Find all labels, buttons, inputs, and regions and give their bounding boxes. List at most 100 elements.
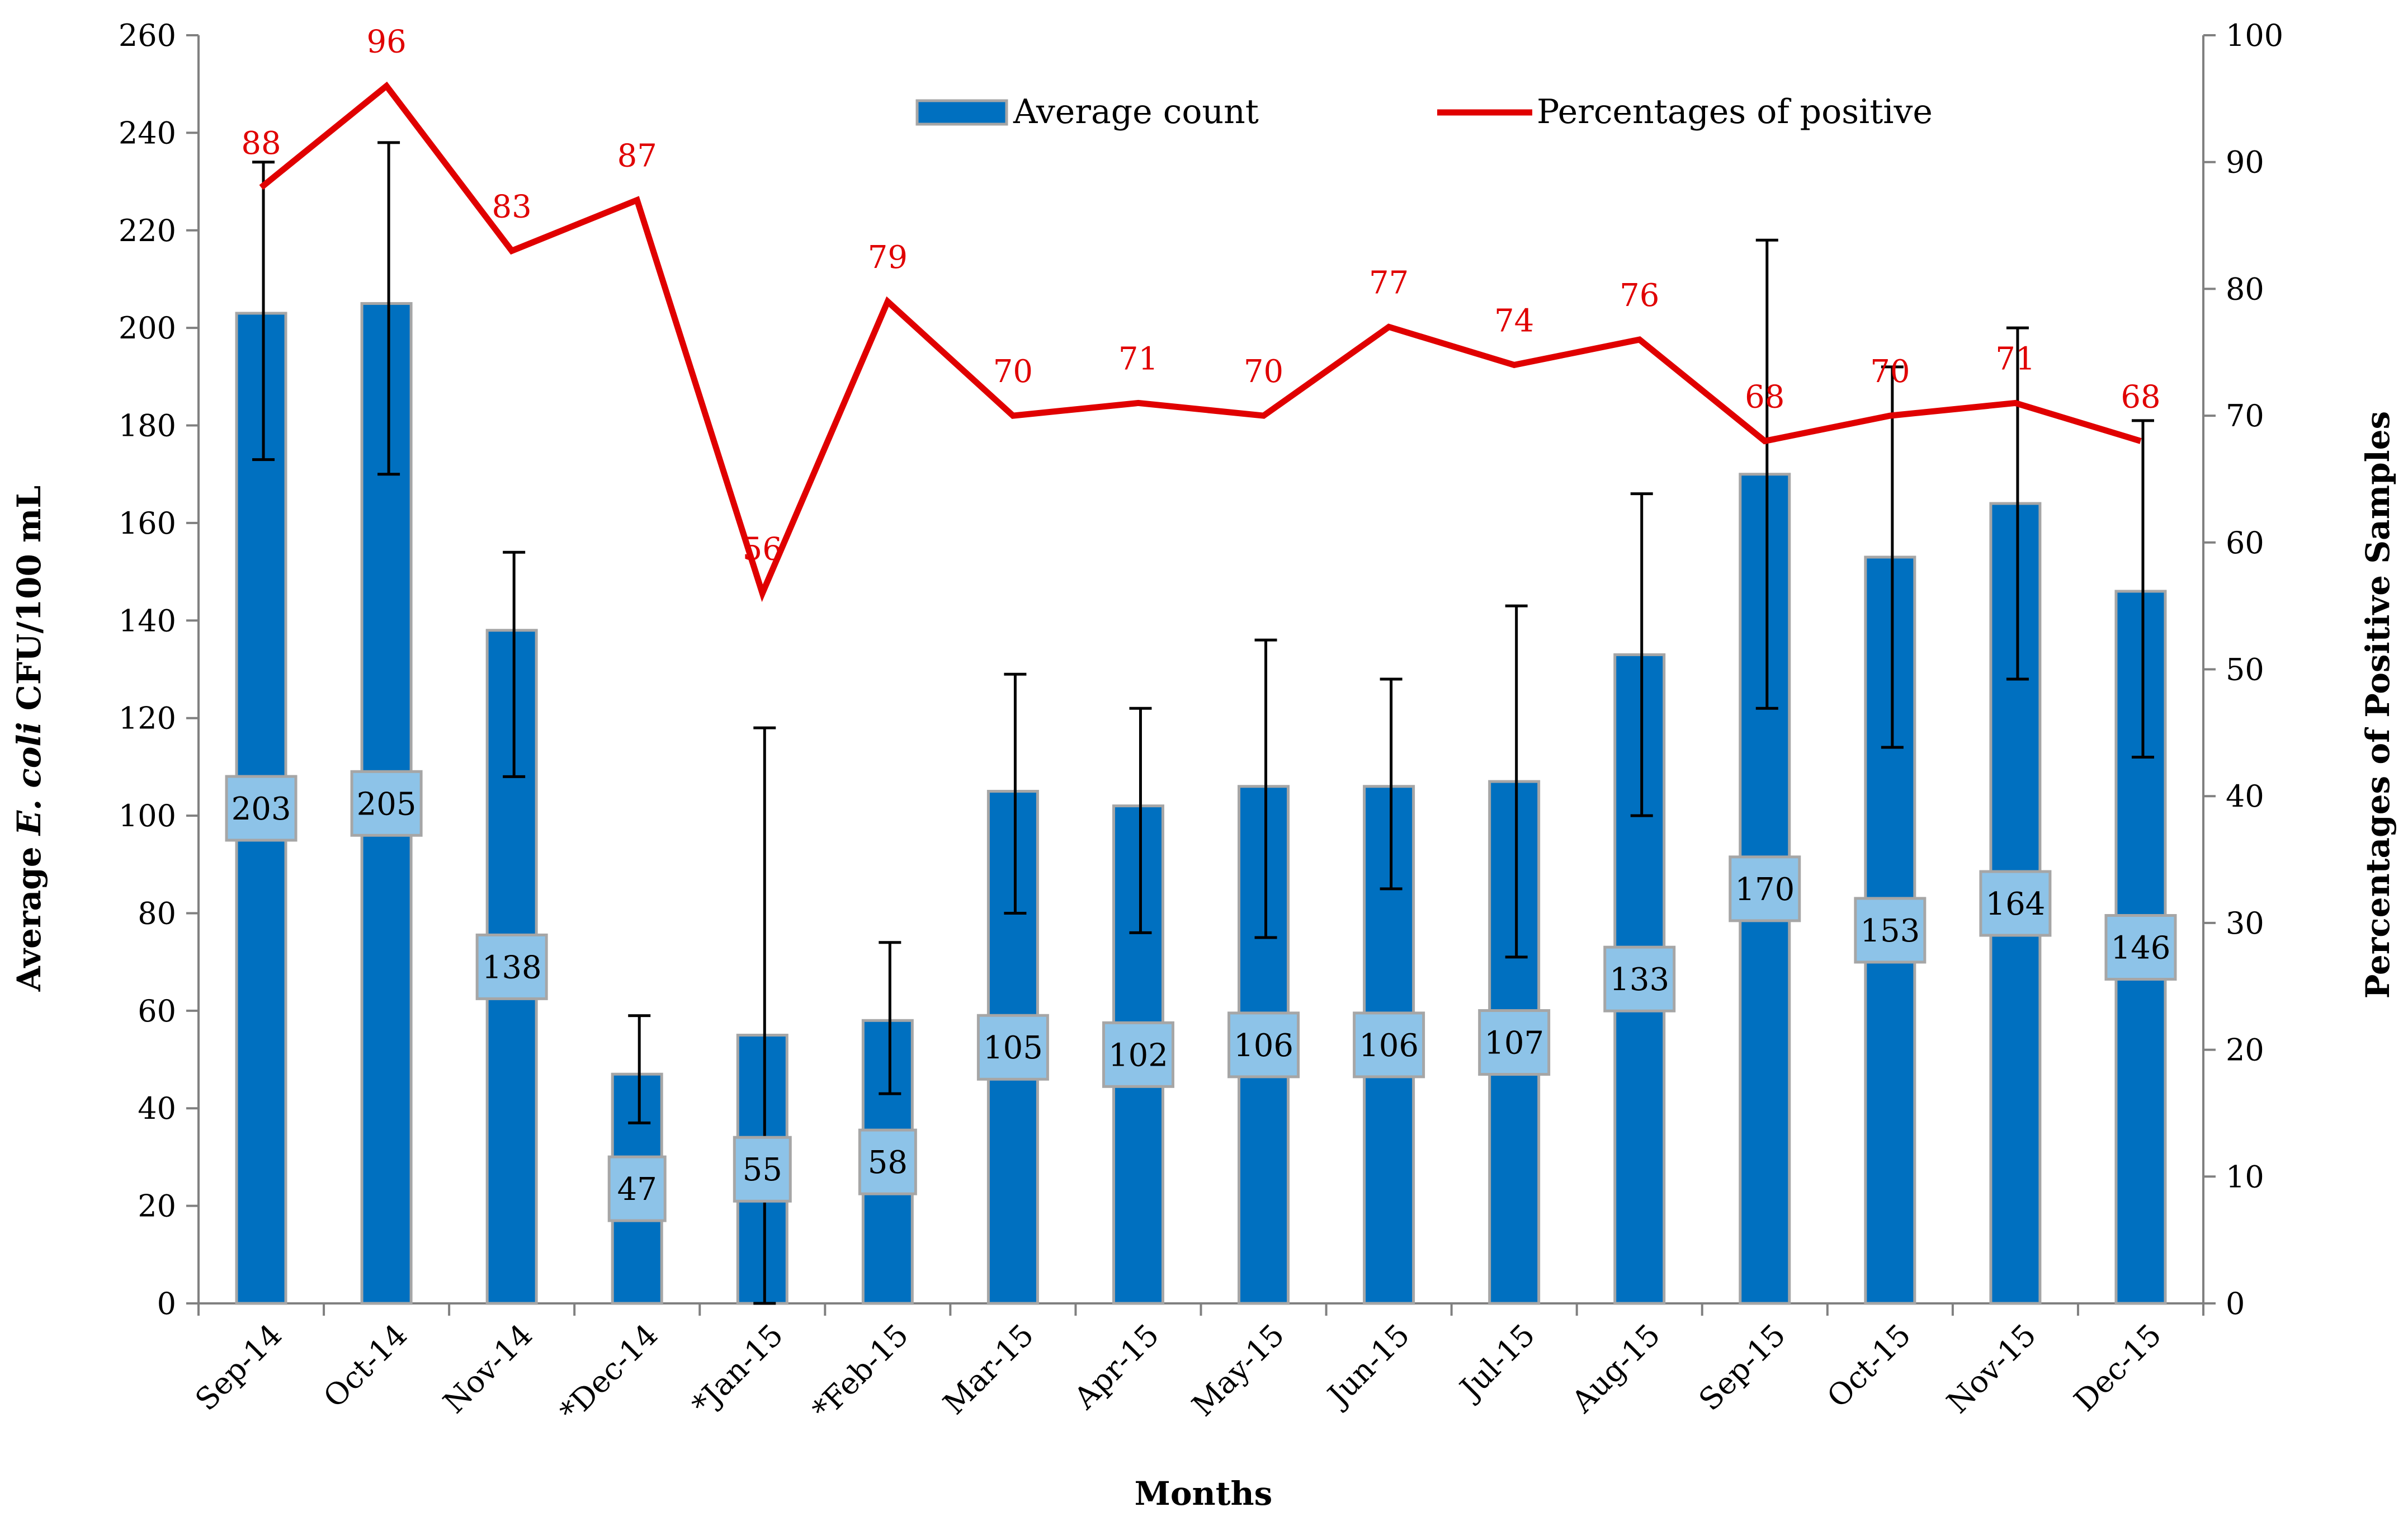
- error-bars: [252, 141, 2154, 1305]
- x-tick-label: Jun-15: [1319, 1317, 1417, 1415]
- line-series: [259, 81, 2142, 602]
- percentage-data-label: 87: [617, 138, 657, 175]
- bar-data-label: 55: [743, 1152, 782, 1188]
- y-left-tick-label: 100: [119, 798, 176, 834]
- y-axis-left-title-prefix: Average: [10, 835, 48, 992]
- bar-data-label: 153: [1860, 913, 1920, 949]
- percentage-data-label: 71: [1118, 341, 1158, 377]
- x-tick-label: Sep-14: [188, 1317, 289, 1418]
- y-right-tick-label: 10: [2226, 1159, 2264, 1194]
- y-left-tick-label: 60: [138, 993, 176, 1029]
- percentage-data-label: 70: [993, 354, 1033, 390]
- bar-data-label-box: [1729, 855, 1801, 922]
- bar-data-label-box: [858, 1128, 917, 1195]
- x-tick-label: *Jan-15: [685, 1317, 790, 1423]
- percentage-data-label: 76: [1620, 277, 1659, 314]
- legend-swatch-average-count: [915, 99, 1008, 126]
- axes: 0204060801001201401601802002202402600102…: [119, 18, 2283, 1429]
- bar-data-label-box: [733, 1136, 792, 1203]
- y-right-tick-label: 70: [2226, 398, 2264, 434]
- y-left-tick-label: 240: [119, 115, 176, 150]
- x-tick-label: Aug-15: [1565, 1317, 1667, 1420]
- y-left-tick-label: 180: [119, 408, 176, 444]
- x-tick-label: Sep-15: [1692, 1317, 1792, 1418]
- bar-data-label: 138: [482, 949, 542, 986]
- bar-data-label-box: [1227, 1011, 1300, 1079]
- y-right-tick-label: 50: [2226, 652, 2264, 687]
- x-tick-label: May-15: [1185, 1317, 1291, 1423]
- bar-data-label: 205: [357, 786, 417, 822]
- percentage-data-label: 77: [1369, 265, 1409, 301]
- percentage-data-label: 68: [1745, 379, 1784, 415]
- y-left-tick-label: 140: [119, 603, 176, 638]
- y-axis-right-title: Percentages of Positive Samples: [2359, 411, 2397, 999]
- bar-data-label: 107: [1484, 1025, 1544, 1062]
- bar-data-label-box: [350, 770, 423, 837]
- percentage-data-label: 70: [1244, 354, 1283, 390]
- bar-data-label-box: [1102, 1021, 1174, 1088]
- x-tick-label: *Dec-14: [553, 1317, 665, 1429]
- bar-data-label-box: [1478, 1009, 1551, 1076]
- bar-data-label: 203: [232, 791, 291, 827]
- y-left-tick-label: 160: [119, 506, 176, 541]
- y-right-tick-label: 30: [2226, 906, 2264, 941]
- bar-data-label: 133: [1609, 962, 1669, 998]
- percentage-data-label: 83: [492, 189, 532, 225]
- percentage-data-label: 56: [743, 531, 782, 567]
- y-left-tick-label: 120: [119, 701, 176, 736]
- bar-data-label-box: [1603, 945, 1676, 1013]
- y-left-tick-label: 40: [138, 1091, 176, 1126]
- bar-data-label: 170: [1735, 872, 1795, 908]
- x-tick-label: Nov-15: [1940, 1317, 2043, 1420]
- bar-data-label: 106: [1234, 1028, 1293, 1064]
- bar-data-label-box: [976, 1014, 1049, 1081]
- x-tick-label: Oct-15: [1820, 1317, 1918, 1415]
- x-tick-label: Dec-15: [2067, 1317, 2169, 1419]
- x-tick-label: Apr-15: [1067, 1317, 1166, 1416]
- percentage-data-label: 88: [241, 125, 281, 162]
- legend: Average count Percentages of positive: [915, 92, 1933, 131]
- percentage-line: [259, 81, 2142, 602]
- y-left-tick-label: 260: [119, 18, 176, 53]
- y-axis-left-title-italic: E. coli: [10, 722, 48, 837]
- bar-data-label-box: [2104, 913, 2177, 981]
- x-tick-label: *Feb-15: [805, 1317, 915, 1428]
- y-left-tick-label: 20: [138, 1189, 176, 1224]
- x-tick-label: Oct-14: [317, 1317, 414, 1415]
- bar-data-label-box: [607, 1155, 667, 1222]
- y-left-tick-label: 220: [119, 213, 176, 248]
- bar-data-label-box: [225, 775, 298, 842]
- percentage-data-label: 68: [2121, 379, 2160, 415]
- bar-data-label-box: [475, 933, 548, 1000]
- bar-data-label-box: [1979, 870, 2052, 937]
- y-axis-left-title-suffix: CFU/100 mL: [10, 486, 48, 722]
- x-axis-title: Months: [1135, 1475, 1273, 1513]
- bar-data-label-box: [1353, 1011, 1425, 1079]
- bar-data-label-box: [1854, 897, 1927, 964]
- bar-data-label: 164: [1985, 886, 2045, 922]
- bar-data-label: 47: [617, 1171, 657, 1208]
- legend-label-average-count: Average count: [1013, 92, 1259, 131]
- bar-data-label: 102: [1108, 1037, 1168, 1073]
- bar-data-label: 58: [868, 1145, 908, 1181]
- legend-label-percentages: Percentages of positive: [1537, 92, 1933, 131]
- percentage-data-label: 74: [1494, 303, 1534, 339]
- y-right-tick-label: 60: [2226, 525, 2264, 561]
- y-axis-left-title: Average E. coli CFU/100 mL: [10, 486, 48, 992]
- bar-data-label: 106: [1359, 1028, 1419, 1064]
- percentage-data-label: 70: [1870, 354, 1910, 390]
- y-right-tick-label: 40: [2226, 779, 2264, 814]
- percentage-data-label: 96: [366, 24, 406, 60]
- bar-series: [235, 302, 2167, 1305]
- y-right-tick-label: 100: [2226, 18, 2283, 53]
- y-right-tick-label: 90: [2226, 145, 2264, 180]
- y-right-tick-label: 80: [2226, 271, 2264, 307]
- percentage-data-label: 79: [868, 239, 908, 276]
- bar-data-label: 146: [2111, 930, 2171, 966]
- y-left-tick-label: 0: [157, 1286, 176, 1321]
- bar-data-label: 105: [983, 1030, 1043, 1066]
- percentage-data-label: 71: [1995, 341, 2035, 377]
- y-right-tick-label: 0: [2226, 1286, 2245, 1321]
- data-labels: 88 96 83 87 56 79 70 71 70 77 74 76 68 70 71 68 203 205 13…: [225, 24, 2177, 1222]
